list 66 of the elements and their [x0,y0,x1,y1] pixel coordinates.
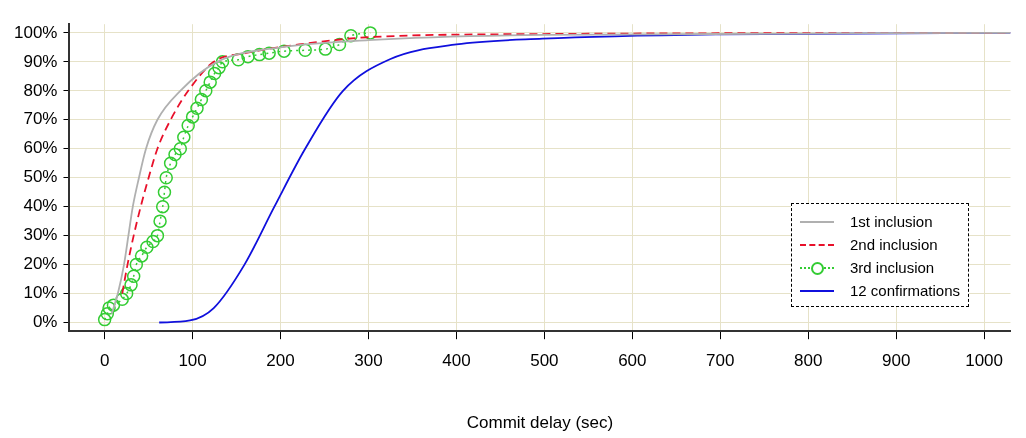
point [100,307,115,321]
x-tick-label: 700 [706,351,735,371]
y-tick-label: 0% [32,312,58,332]
y-tick-label: 70% [23,109,58,129]
legend-label: 2nd inclusion [850,236,938,253]
y-tick-label: 10% [23,283,58,303]
point [199,84,213,98]
y-tick-label: 20% [23,254,58,274]
x-tick-label: 800 [794,351,823,371]
point [173,141,188,156]
legend-label: 12 confirmations [850,282,961,299]
point [298,43,312,58]
y-tick-label: 80% [23,80,58,100]
point [146,234,160,249]
x-tick-label: 100 [178,351,207,371]
y-tick-label: 30% [23,225,58,245]
point [102,301,116,315]
point [168,147,182,162]
y-tick-label: 60% [23,138,58,158]
y-tick-label: 90% [23,51,58,71]
point [203,75,217,89]
point [252,47,267,62]
point [134,249,149,263]
x-tick-label: 1000 [965,351,1004,371]
point [177,130,191,144]
point [126,269,141,283]
point [318,42,333,56]
legend-label: 1st inclusion [850,213,933,230]
point [207,66,222,81]
x-tick-label: 0 [99,351,110,371]
point [159,170,173,185]
point [262,46,276,60]
x-tick-label: 600 [618,351,647,371]
point [215,55,230,69]
point [363,26,377,40]
point [97,312,112,327]
point [181,118,195,133]
point [140,240,154,254]
point [231,53,246,67]
point [155,199,170,214]
point [157,185,172,199]
point [115,292,129,307]
x-tick-label: 500 [530,351,559,371]
point [185,110,200,124]
x-tick-label: 900 [881,351,911,371]
point [190,101,204,115]
point [119,286,134,301]
x-tick-label: 200 [266,351,295,371]
point [129,257,144,272]
point [194,92,209,107]
y-tick-label: 100% [14,22,58,42]
point [124,278,138,292]
point [277,44,291,58]
x-tick-label: 400 [442,351,471,371]
point [241,49,255,64]
y-tick-label: 40% [23,196,58,216]
point [153,214,167,228]
point [150,228,165,243]
point [106,298,121,312]
point [332,37,347,52]
point [212,60,226,75]
x-tick-label: 300 [354,351,383,371]
x-axis-title: Commit delay (sec) [466,413,614,433]
point [163,156,178,170]
y-tick-label: 50% [23,167,58,187]
legend-label: 3rd inclusion [850,259,935,276]
